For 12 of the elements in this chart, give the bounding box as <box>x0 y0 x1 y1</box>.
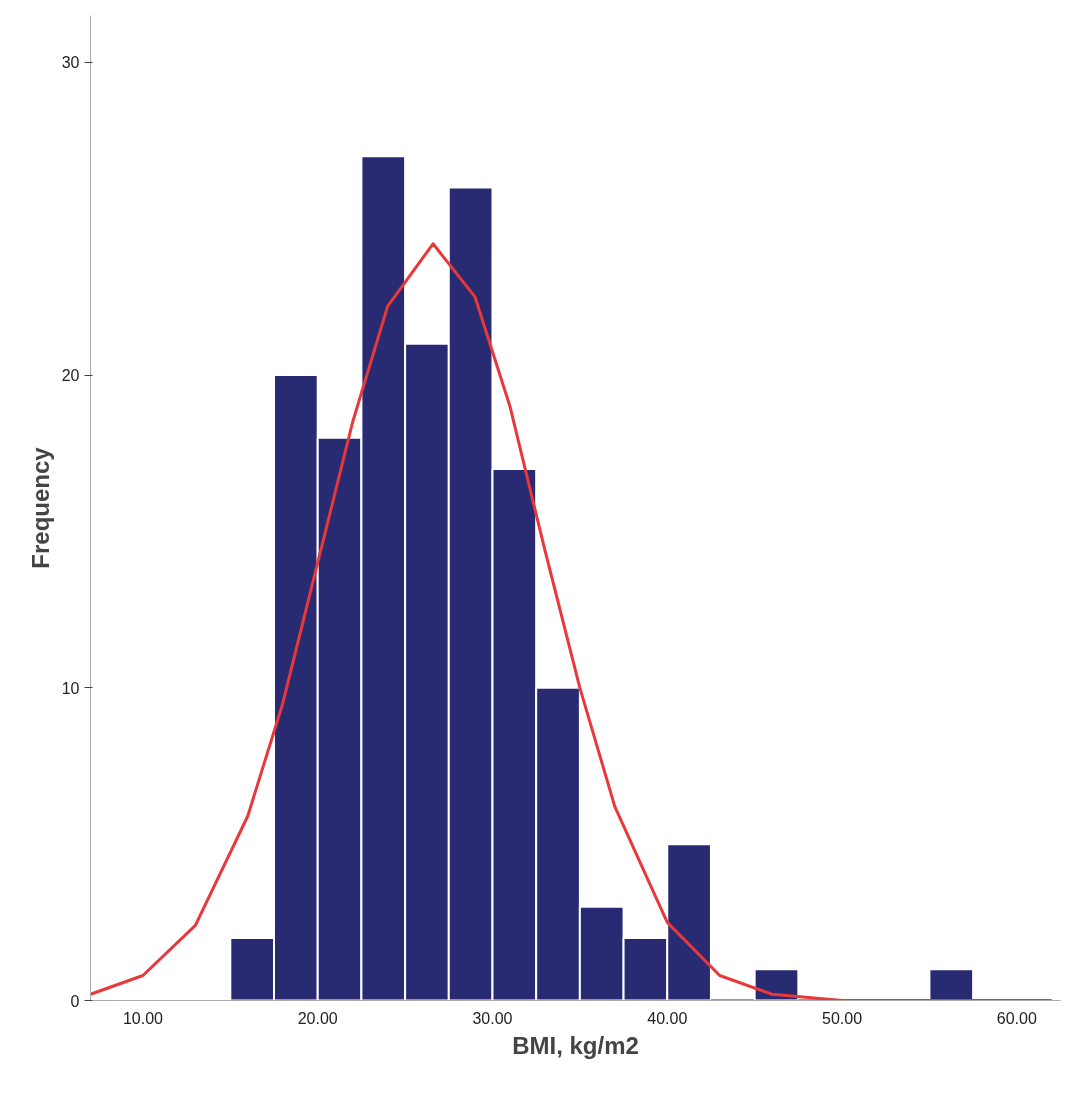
y-tick-label: 10 <box>61 679 80 697</box>
y-tick-label: 20 <box>61 367 80 385</box>
y-tick-label: 0 <box>70 992 80 1010</box>
x-tick-label: 10.00 <box>122 1009 164 1027</box>
x-tick-label: 40.00 <box>647 1009 688 1027</box>
y-tick-label: 30 <box>61 54 80 72</box>
x-tick-label: 60.00 <box>996 1009 1037 1027</box>
x-tick-label: 20.00 <box>297 1009 338 1027</box>
x-tick-label: 50.00 <box>822 1009 863 1027</box>
y-axis-title: Frequency <box>26 446 54 569</box>
x-tick-label: 30.00 <box>472 1009 513 1027</box>
x-axis-title: BMI, kg/m2 <box>512 1031 639 1059</box>
